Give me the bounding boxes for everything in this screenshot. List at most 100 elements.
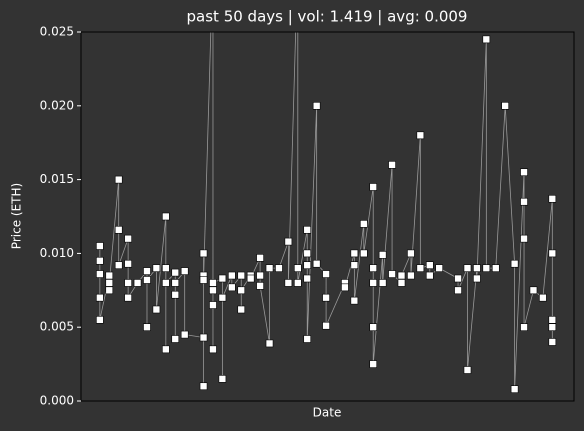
point — [520, 323, 528, 332]
point — [199, 333, 208, 342]
point — [228, 283, 236, 292]
point — [369, 360, 378, 368]
point — [228, 271, 236, 280]
axes-frame — [80, 31, 575, 402]
point — [152, 264, 161, 272]
point — [548, 338, 557, 346]
plot-area — [96, 32, 557, 393]
y-tick-label: 0.020 — [40, 98, 74, 112]
point — [388, 270, 396, 278]
point — [218, 274, 227, 283]
y-tick-label: 0.000 — [40, 394, 74, 408]
chart-title: past 50 days | vol: 1.419 | avg: 0.009 — [187, 8, 468, 26]
point — [237, 305, 246, 314]
point — [350, 249, 359, 258]
point — [388, 161, 396, 169]
point — [199, 276, 208, 284]
point — [256, 254, 264, 262]
point — [416, 264, 425, 272]
point — [96, 242, 104, 250]
point — [256, 271, 264, 280]
point — [416, 131, 425, 140]
point — [199, 249, 208, 258]
point — [284, 279, 293, 287]
point — [303, 249, 312, 258]
point — [501, 102, 509, 110]
point — [350, 296, 359, 305]
point — [294, 264, 302, 272]
point — [143, 323, 151, 332]
point — [180, 267, 189, 275]
point — [124, 259, 132, 268]
point — [548, 316, 557, 324]
point — [105, 271, 114, 280]
point — [114, 261, 123, 270]
point — [265, 264, 274, 272]
point — [171, 335, 180, 343]
point — [350, 261, 359, 270]
point — [435, 264, 444, 272]
point — [322, 293, 330, 302]
y-axis-label: Price (ETH) — [10, 183, 24, 249]
point — [105, 286, 114, 295]
point — [312, 259, 321, 268]
point — [482, 264, 491, 272]
series-line — [99, 32, 553, 390]
point — [463, 366, 472, 374]
point — [520, 168, 528, 177]
point — [341, 283, 349, 292]
point — [162, 264, 170, 272]
point — [114, 175, 123, 184]
point — [171, 290, 180, 299]
point — [369, 183, 378, 191]
point — [425, 261, 434, 270]
point — [369, 323, 378, 332]
point — [303, 335, 312, 343]
point — [124, 293, 132, 302]
point — [473, 264, 481, 272]
point — [407, 249, 415, 258]
point — [162, 212, 170, 221]
y-tick-label: 0.005 — [40, 320, 74, 334]
point — [407, 271, 415, 280]
point — [491, 264, 500, 272]
point — [397, 279, 406, 287]
point — [152, 305, 161, 314]
point — [180, 330, 189, 339]
point — [454, 274, 462, 283]
point — [96, 256, 104, 265]
point — [463, 264, 472, 272]
point — [171, 268, 180, 277]
point — [265, 339, 274, 348]
point — [454, 286, 462, 295]
point — [199, 382, 208, 391]
y-tick-label: 0.025 — [40, 25, 74, 39]
point — [529, 286, 538, 295]
point — [482, 35, 491, 44]
point — [143, 276, 151, 284]
point — [218, 375, 227, 383]
point — [548, 194, 557, 203]
point — [209, 301, 217, 309]
point — [256, 282, 264, 290]
point — [162, 345, 170, 354]
point — [124, 234, 132, 243]
point — [114, 225, 123, 234]
point — [96, 293, 104, 302]
point — [96, 316, 104, 324]
point — [369, 264, 378, 272]
point — [378, 279, 387, 287]
point — [218, 293, 227, 302]
point — [133, 279, 142, 287]
point — [378, 251, 387, 259]
point — [237, 286, 246, 295]
point — [209, 345, 217, 354]
y-tick-label: 0.010 — [40, 246, 74, 260]
point — [548, 323, 557, 332]
point — [473, 274, 481, 283]
point — [322, 270, 330, 278]
x-axis-label: Date — [313, 406, 342, 420]
point — [520, 197, 528, 206]
